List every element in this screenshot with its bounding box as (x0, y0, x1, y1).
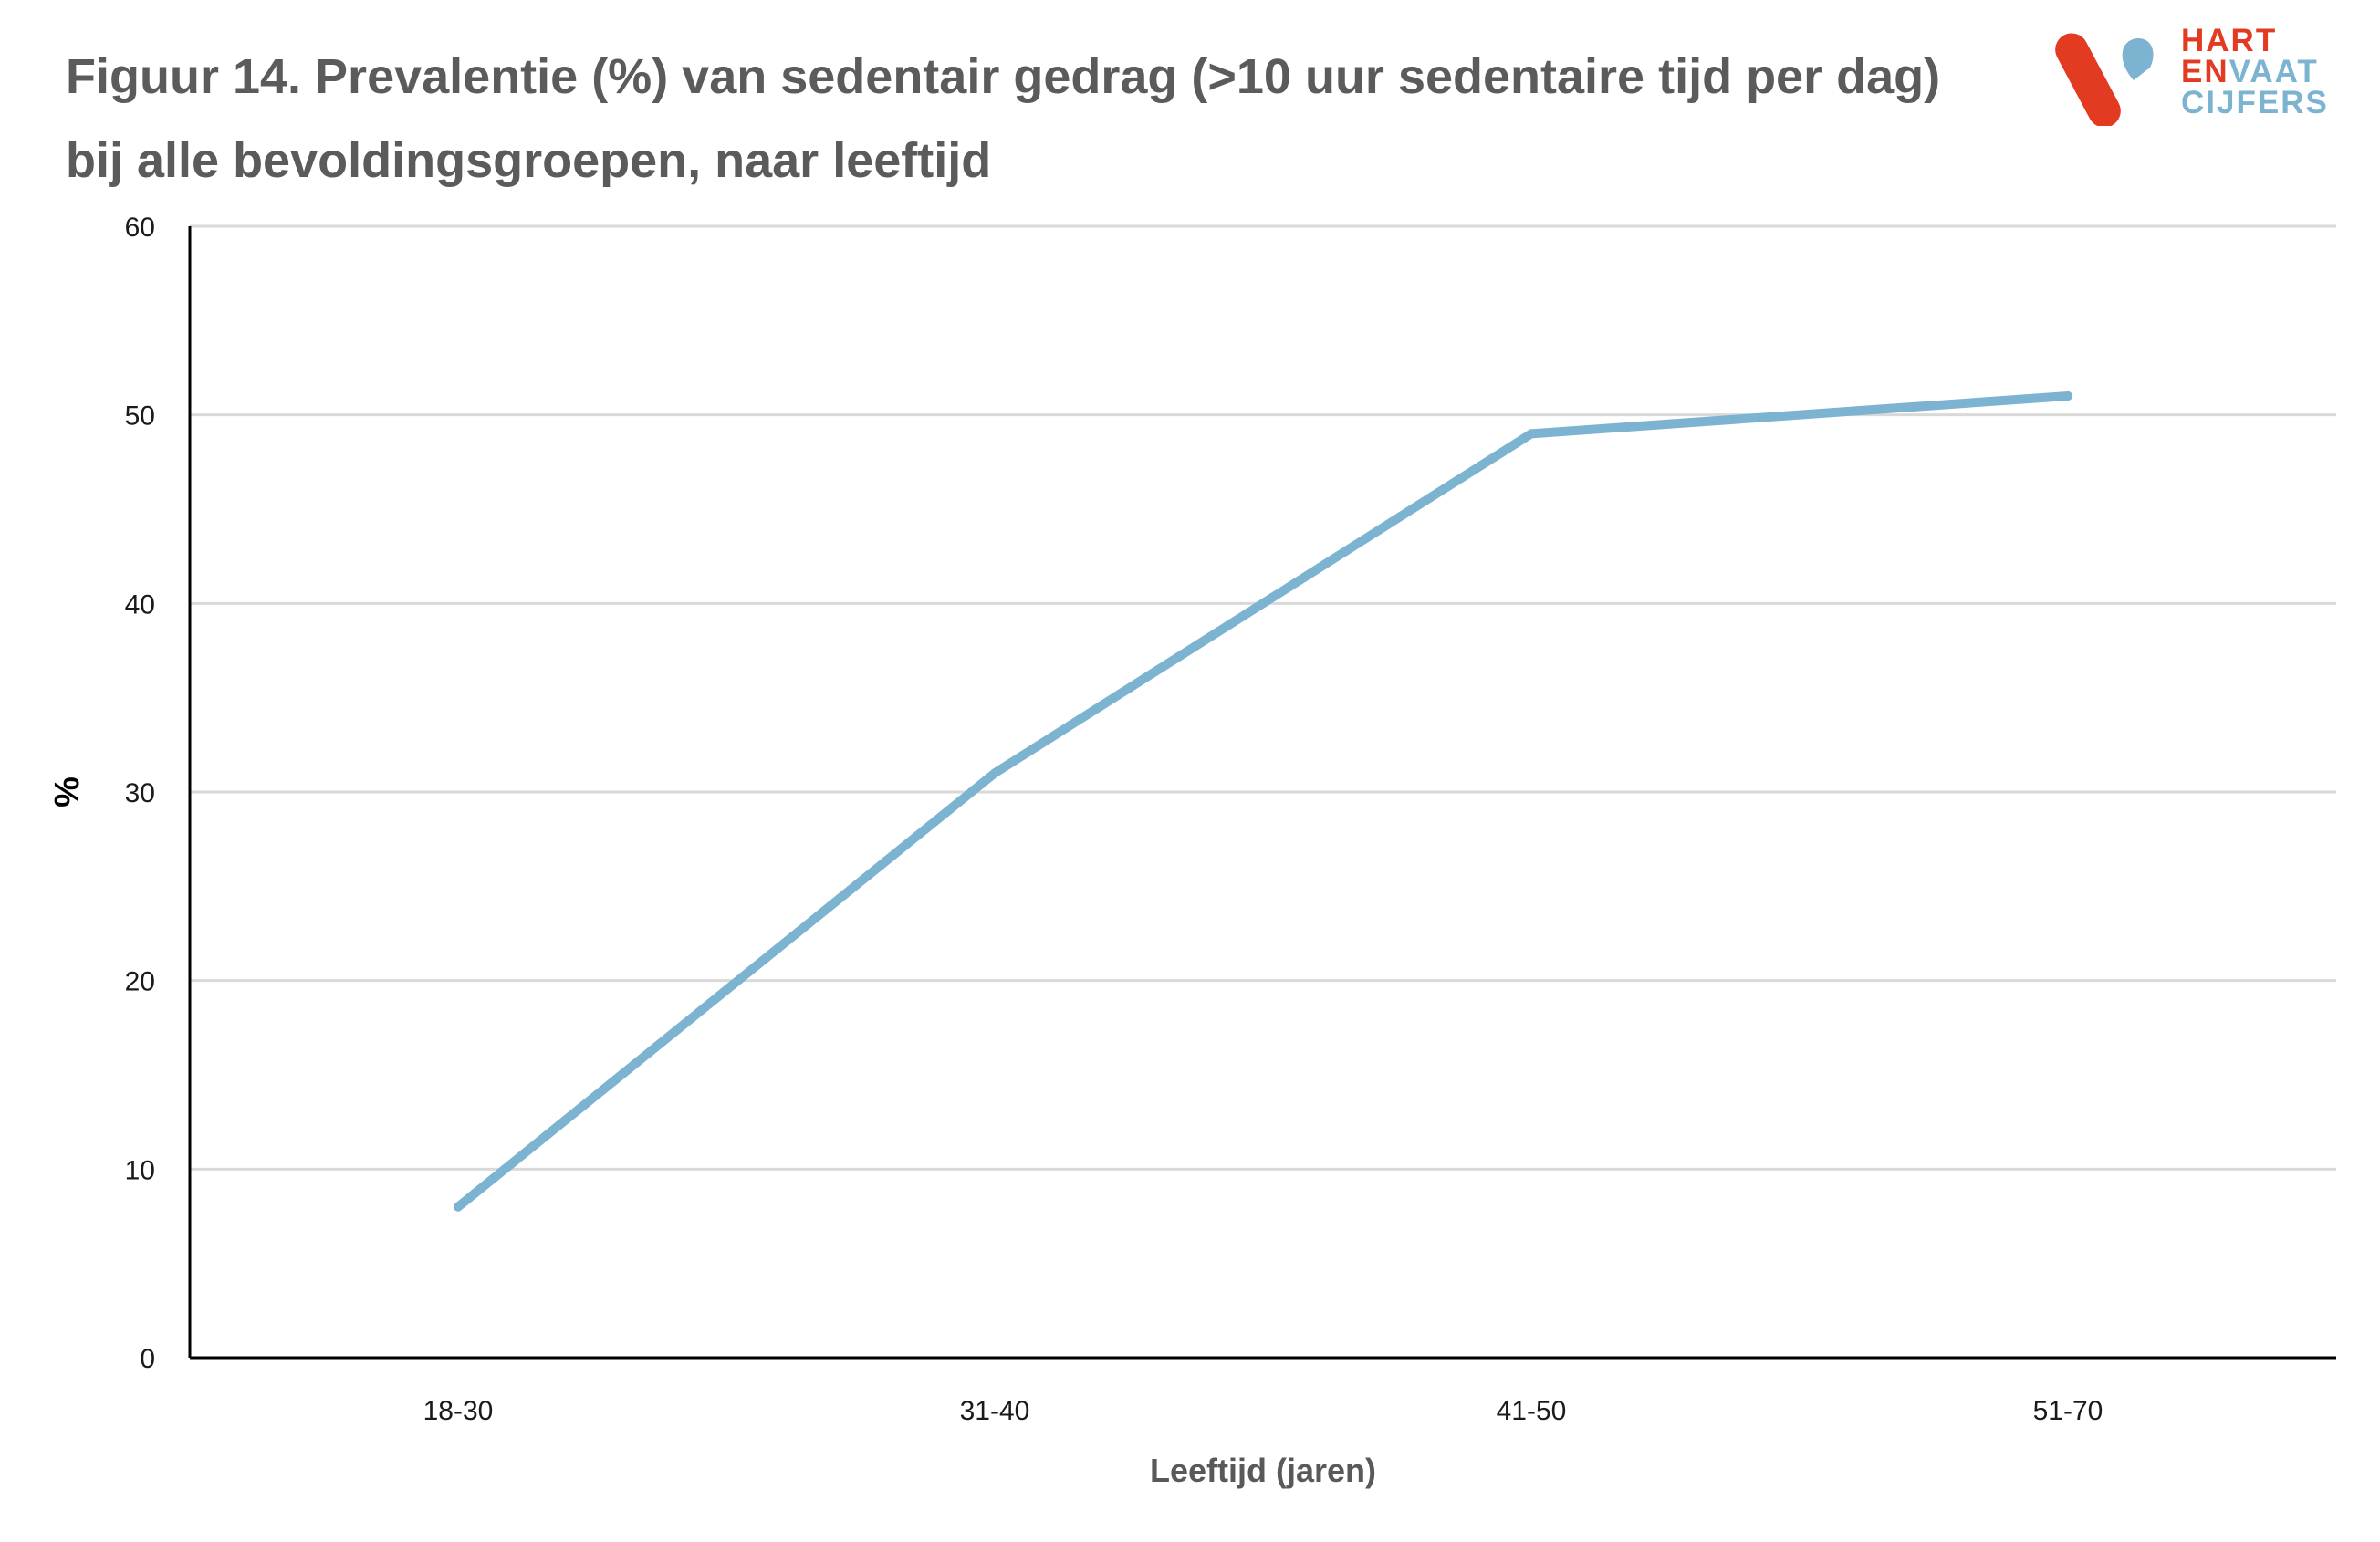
logo-heart-icon (2055, 33, 2154, 128)
logo-line-2: ENVAAT (2181, 54, 2329, 89)
y-tick-label: 10 (125, 1155, 155, 1185)
x-axis-ticks: 18-30 31-40 41-50 51-70 (423, 1396, 2103, 1426)
chart-title: Figuur 14. Prevalentie (%) van sedentair… (66, 49, 1941, 188)
y-tick-label: 30 (125, 778, 155, 808)
y-tick-label: 0 (140, 1344, 155, 1374)
series-line (454, 391, 2072, 1212)
data-point (990, 768, 999, 778)
hart-en-vaat-cijfers-logo: HART ENVAAT CIJFERS (2053, 23, 2345, 128)
y-axis-ticks: 0 10 20 30 40 50 60 (125, 213, 155, 1374)
y-axis-title: % (48, 776, 87, 807)
y-tick-label: 40 (125, 589, 155, 620)
x-tick-label: 31-40 (960, 1396, 1030, 1426)
logo-line-2a: EN (2181, 54, 2229, 89)
logo-line-2b: VAAT (2229, 54, 2319, 89)
y-tick-label: 60 (125, 213, 155, 243)
x-tick-label: 51-70 (2033, 1396, 2103, 1426)
logo-red-bar (2055, 33, 2121, 128)
x-tick-label: 41-50 (1497, 1396, 1567, 1426)
x-axis-title: Leeftijd (jaren) (1150, 1452, 1376, 1489)
logo-line-3: CIJFERS (2181, 85, 2329, 120)
series-group (454, 391, 2072, 1212)
logo-text: HART ENVAAT CIJFERS (2181, 23, 2329, 120)
logo-line-1: HART (2181, 23, 2278, 58)
data-point (454, 1202, 463, 1212)
data-point (2063, 391, 2072, 401)
axes (188, 226, 2336, 1360)
y-tick-label: 20 (125, 967, 155, 997)
data-point (1527, 429, 1536, 439)
x-tick-label: 18-30 (423, 1396, 494, 1426)
logo-blue-drop (2122, 37, 2154, 80)
y-tick-label: 50 (125, 401, 155, 432)
gridlines (190, 224, 2336, 1171)
